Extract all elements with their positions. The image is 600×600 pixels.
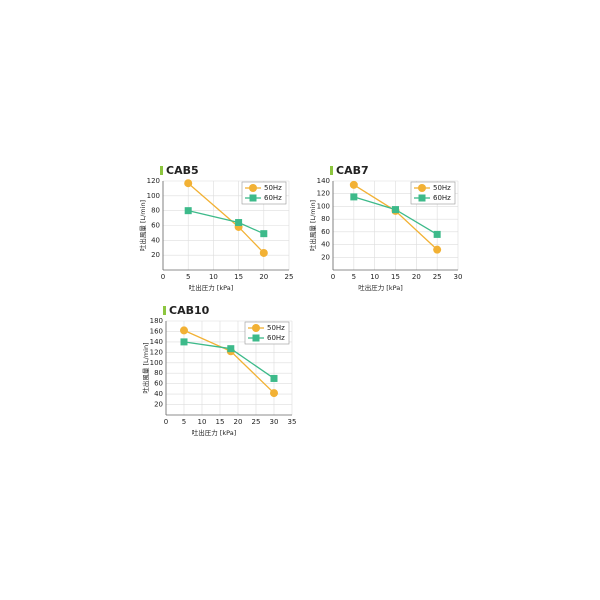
chart-title: CAB5 (166, 164, 199, 177)
marker (259, 248, 268, 257)
marker (252, 334, 260, 342)
marker (270, 374, 278, 382)
x-tick-label: 5 (182, 418, 186, 426)
x-tick-label: 0 (164, 418, 168, 426)
x-axis-label: 吐出圧力 [kPa] (192, 428, 237, 437)
x-axis-label: 吐出圧力 [kPa] (358, 283, 403, 292)
line (188, 210, 265, 235)
legend-label: 50Hz (433, 184, 451, 192)
marker (249, 184, 257, 192)
marker (418, 184, 426, 192)
legend-label: 60Hz (267, 334, 285, 342)
x-tick-label: 5 (352, 273, 356, 281)
y-axis-label: 吐出風量 [L/min] (138, 200, 147, 251)
marker (260, 230, 268, 238)
title-marker (163, 306, 166, 315)
y-tick-label: 100 (317, 202, 330, 210)
marker (227, 345, 235, 353)
marker (350, 193, 358, 201)
y-tick-label: 180 (150, 317, 163, 325)
y-tick-label: 40 (154, 390, 163, 398)
marker (252, 324, 260, 332)
marker (392, 206, 399, 214)
marker (270, 389, 278, 398)
legend-label: 50Hz (264, 184, 282, 192)
x-tick-label: 10 (198, 418, 207, 426)
chart-title: CAB7 (336, 164, 369, 177)
x-tick-label: 20 (259, 273, 268, 281)
marker (184, 179, 193, 188)
y-tick-label: 140 (150, 338, 163, 346)
marker (433, 245, 442, 254)
y-tick-label: 120 (147, 177, 160, 185)
y-tick-label: 80 (154, 369, 163, 377)
x-tick-label: 30 (270, 418, 279, 426)
marker (235, 219, 243, 227)
x-tick-label: 0 (331, 273, 335, 281)
marker (249, 194, 257, 202)
x-tick-label: 20 (234, 418, 243, 426)
marker (349, 180, 358, 189)
legend-label: 60Hz (433, 194, 451, 202)
x-tick-label: 0 (161, 273, 165, 281)
y-tick-label: 120 (150, 348, 163, 356)
x-tick-label: 30 (454, 273, 463, 281)
marker (180, 338, 188, 346)
y-tick-label: 20 (151, 251, 160, 259)
x-axis-label: 吐出圧力 [kPa] (189, 283, 234, 292)
chart: CAB7 20 40 60 80 100 120 140 0 5 10 15 20 25 30 吐出圧力 [k… (308, 164, 462, 292)
y-tick-label: 140 (317, 177, 330, 185)
y-tick-label: 40 (321, 241, 330, 249)
y-tick-label: 100 (147, 192, 160, 200)
marker (433, 230, 441, 238)
title-marker (330, 166, 333, 175)
marker (184, 207, 192, 215)
x-tick-label: 35 (288, 418, 297, 426)
x-tick-label: 25 (433, 273, 442, 281)
x-tick-label: 25 (252, 418, 261, 426)
y-tick-label: 60 (151, 222, 160, 230)
x-tick-label: 15 (391, 273, 400, 281)
legend: 50Hz 60Hz (244, 321, 290, 345)
y-axis-label: 吐出風量 [L/min] (308, 200, 317, 251)
y-tick-label: 60 (154, 380, 163, 388)
x-tick-label: 25 (285, 273, 294, 281)
y-tick-label: 40 (151, 236, 160, 244)
marker (180, 326, 188, 335)
title-marker (160, 166, 163, 175)
x-tick-label: 5 (186, 273, 190, 281)
legend-label: 60Hz (264, 194, 282, 202)
legend: 50Hz 60Hz (241, 181, 287, 205)
legend: 50Hz 60Hz (410, 181, 456, 205)
y-tick-label: 160 (150, 327, 163, 335)
y-axis-label: 吐出風量 [L/min] (141, 342, 150, 393)
legend-label: 50Hz (267, 324, 285, 332)
y-tick-label: 120 (317, 190, 330, 198)
y-tick-label: 60 (321, 228, 330, 236)
chart: CAB10 20 40 60 80 100 120 140 160 180 0 5 10 15 20 25 30… (141, 304, 296, 437)
chart-title: CAB10 (169, 304, 210, 317)
x-tick-label: 15 (216, 418, 225, 426)
y-tick-label: 20 (154, 401, 163, 409)
y-tick-label: 20 (321, 253, 330, 261)
y-tick-label: 80 (321, 215, 330, 223)
x-tick-label: 10 (209, 273, 218, 281)
chart: CAB5 20 40 60 80 100 120 0 5 10 15 20 25 吐出圧力 [kPa] 吐出… (138, 164, 293, 292)
marker (418, 194, 426, 202)
y-tick-label: 80 (151, 207, 160, 215)
x-tick-label: 20 (412, 273, 421, 281)
x-tick-label: 10 (370, 273, 379, 281)
y-tick-label: 100 (150, 359, 163, 367)
x-tick-label: 15 (234, 273, 243, 281)
